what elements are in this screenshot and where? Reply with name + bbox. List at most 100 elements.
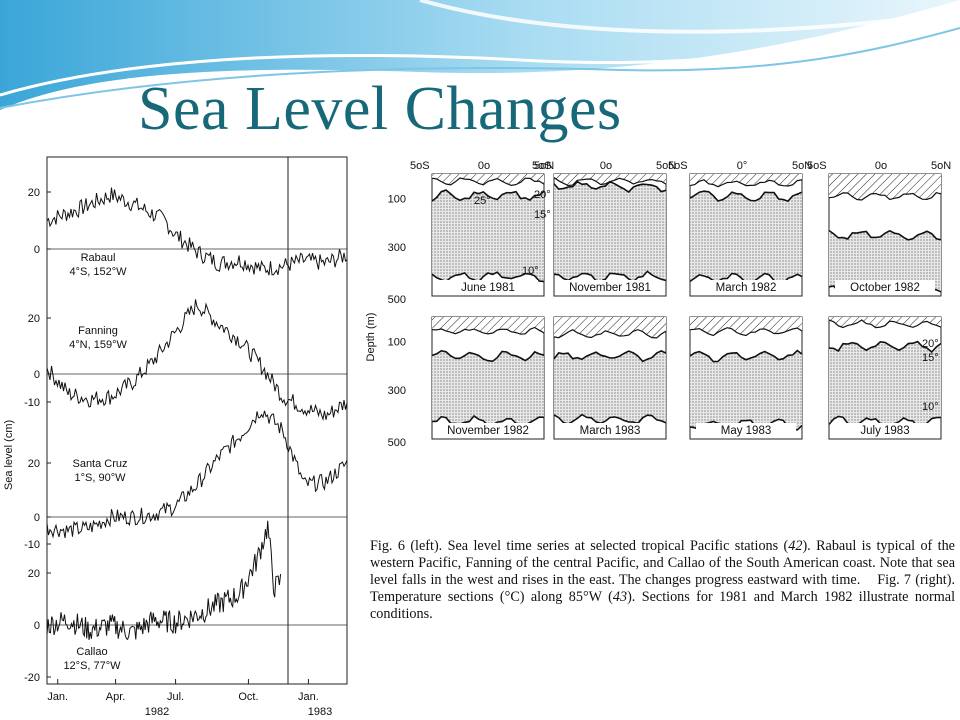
section-march-1983: March 1983 xyxy=(553,316,667,440)
lat-tick-label: 5oN xyxy=(792,160,812,172)
warm-layer xyxy=(554,174,666,186)
depth-tick-label: 100 xyxy=(388,336,406,348)
cool-layer xyxy=(554,350,666,425)
section-november-1981: November 1981 xyxy=(553,173,667,297)
slide-title: Sea Level Changes xyxy=(138,75,622,143)
isotherm-15 xyxy=(431,349,545,363)
isotherm-10 xyxy=(689,418,803,432)
section-october-1982: October 1982 xyxy=(828,173,942,297)
cool-layer xyxy=(690,350,802,430)
section-june-1981: June 1981 xyxy=(431,173,545,297)
section-may-1983: May 1983 xyxy=(689,316,803,440)
warm-layer xyxy=(690,174,802,187)
station-name: Rabaul xyxy=(81,252,116,264)
cool-layer xyxy=(690,191,802,284)
depth-tick-label: 300 xyxy=(388,242,406,254)
y-tick-label: 20 xyxy=(28,458,40,470)
section-label-bg xyxy=(835,423,935,437)
x-year-label: 1983 xyxy=(308,706,332,718)
isotherm-15 xyxy=(828,229,942,241)
section-label-bg xyxy=(696,280,796,294)
section-label: July 1983 xyxy=(860,425,909,437)
depth-tick-label: 500 xyxy=(388,437,406,449)
y-tick-label: 0 xyxy=(34,244,40,256)
station-name: Fanning xyxy=(78,325,118,337)
figure-caption: Fig. 6 (left). Sea level time series at … xyxy=(370,538,955,623)
isotherm-20 xyxy=(431,177,545,187)
header-wave-decoration xyxy=(0,0,960,110)
panel-rabaul: 20 0 Rabaul 4°S, 152°W xyxy=(28,187,348,278)
lat-tick-label: 0o xyxy=(875,160,887,172)
y-tick-label: -10 xyxy=(24,397,40,409)
y-tick-label: 20 xyxy=(28,187,40,199)
depth-axis-label: Depth (m) xyxy=(365,313,377,362)
isotherm-label: 10° xyxy=(922,401,939,413)
section-label-bg xyxy=(560,423,660,437)
isotherm-15 xyxy=(689,190,803,203)
isotherm-15 xyxy=(553,350,667,363)
y-tick-label: 20 xyxy=(28,313,40,325)
section-label: June 1981 xyxy=(461,282,515,294)
panel-callao: 20 0 -20 Callao 12°S, 77°W xyxy=(24,520,347,684)
station-name: Callao xyxy=(76,646,107,658)
cool-layer xyxy=(829,230,941,294)
y-tick-label: -20 xyxy=(24,672,40,684)
lat-tick-label: 0o xyxy=(600,160,612,172)
section-november-1982: November 1982 xyxy=(431,316,545,440)
section-march-1982: March 1982 xyxy=(689,173,803,297)
depth-tick-label: 100 xyxy=(388,193,406,205)
cool-layer xyxy=(554,181,666,282)
section-label-bg xyxy=(438,423,538,437)
panel-fanning: 20 0 -10 Fanning 4°N, 159°W xyxy=(24,299,348,422)
isotherm-20 xyxy=(431,326,545,335)
lat-tick-label: 5oS xyxy=(807,160,827,172)
section-july-1983: July 1983 xyxy=(828,316,942,440)
section-label: November 1981 xyxy=(569,282,651,294)
section-label: March 1982 xyxy=(716,282,777,294)
warm-layer xyxy=(690,317,802,336)
series-line xyxy=(46,410,348,539)
x-tick-label: Jan. xyxy=(298,691,319,703)
fig7-text-a: Temperature sections (°C) along 85°W ( xyxy=(370,589,613,605)
x-tick-label: Jan. xyxy=(47,691,68,703)
series-line xyxy=(46,187,348,276)
warm-layer xyxy=(432,174,544,186)
isotherm-label: 25° xyxy=(474,195,491,207)
section-label: November 1982 xyxy=(447,425,529,437)
x-tick-label: Oct. xyxy=(238,691,258,703)
series-line xyxy=(46,299,348,422)
y-tick-label: 20 xyxy=(28,568,40,580)
y-tick-label: 0 xyxy=(34,620,40,632)
fig7-ref: 43 xyxy=(612,589,628,605)
y-tick-label: -10 xyxy=(24,539,40,551)
lat-tick-label: 5oN xyxy=(931,160,951,172)
warm-layer xyxy=(554,317,666,338)
section-label-bg xyxy=(438,280,538,294)
y-tick-label: 0 xyxy=(34,512,40,524)
y-axis-label: Sea level (cm) xyxy=(3,420,15,490)
fig6-ref: 42 xyxy=(788,538,803,554)
isotherm-label: 10° xyxy=(522,265,539,277)
fig6-text-b: ). Rabaul is typical of the western Paci… xyxy=(370,538,955,588)
x-tick-label: Apr. xyxy=(106,691,126,703)
station-location: 4°S, 152°W xyxy=(69,266,127,278)
lat-tick-label: 5oN xyxy=(656,160,676,172)
section-label-bg xyxy=(696,423,796,437)
isotherm-15 xyxy=(553,180,667,194)
fig6-text-a: Sea level time series at selected tropic… xyxy=(442,538,789,554)
isotherm-10 xyxy=(431,271,545,283)
fig7-label: Fig. 7 (right). xyxy=(877,572,956,588)
isotherm-15 xyxy=(431,189,545,202)
section-label-bg xyxy=(835,280,935,294)
section-label: May 1983 xyxy=(721,425,772,437)
section-label: October 1982 xyxy=(850,282,920,294)
cool-layer xyxy=(829,341,941,428)
cool-layer xyxy=(432,190,544,282)
section-label-bg xyxy=(560,280,660,294)
isotherm-20 xyxy=(553,329,667,339)
isotherm-label: 20° xyxy=(534,189,551,201)
lat-tick-label: 0° xyxy=(737,160,748,172)
chart-frame xyxy=(46,156,348,685)
cool-layer xyxy=(432,350,544,426)
fig7-text-b: ). Sections for 1981 and March 1982 illu… xyxy=(370,589,956,622)
